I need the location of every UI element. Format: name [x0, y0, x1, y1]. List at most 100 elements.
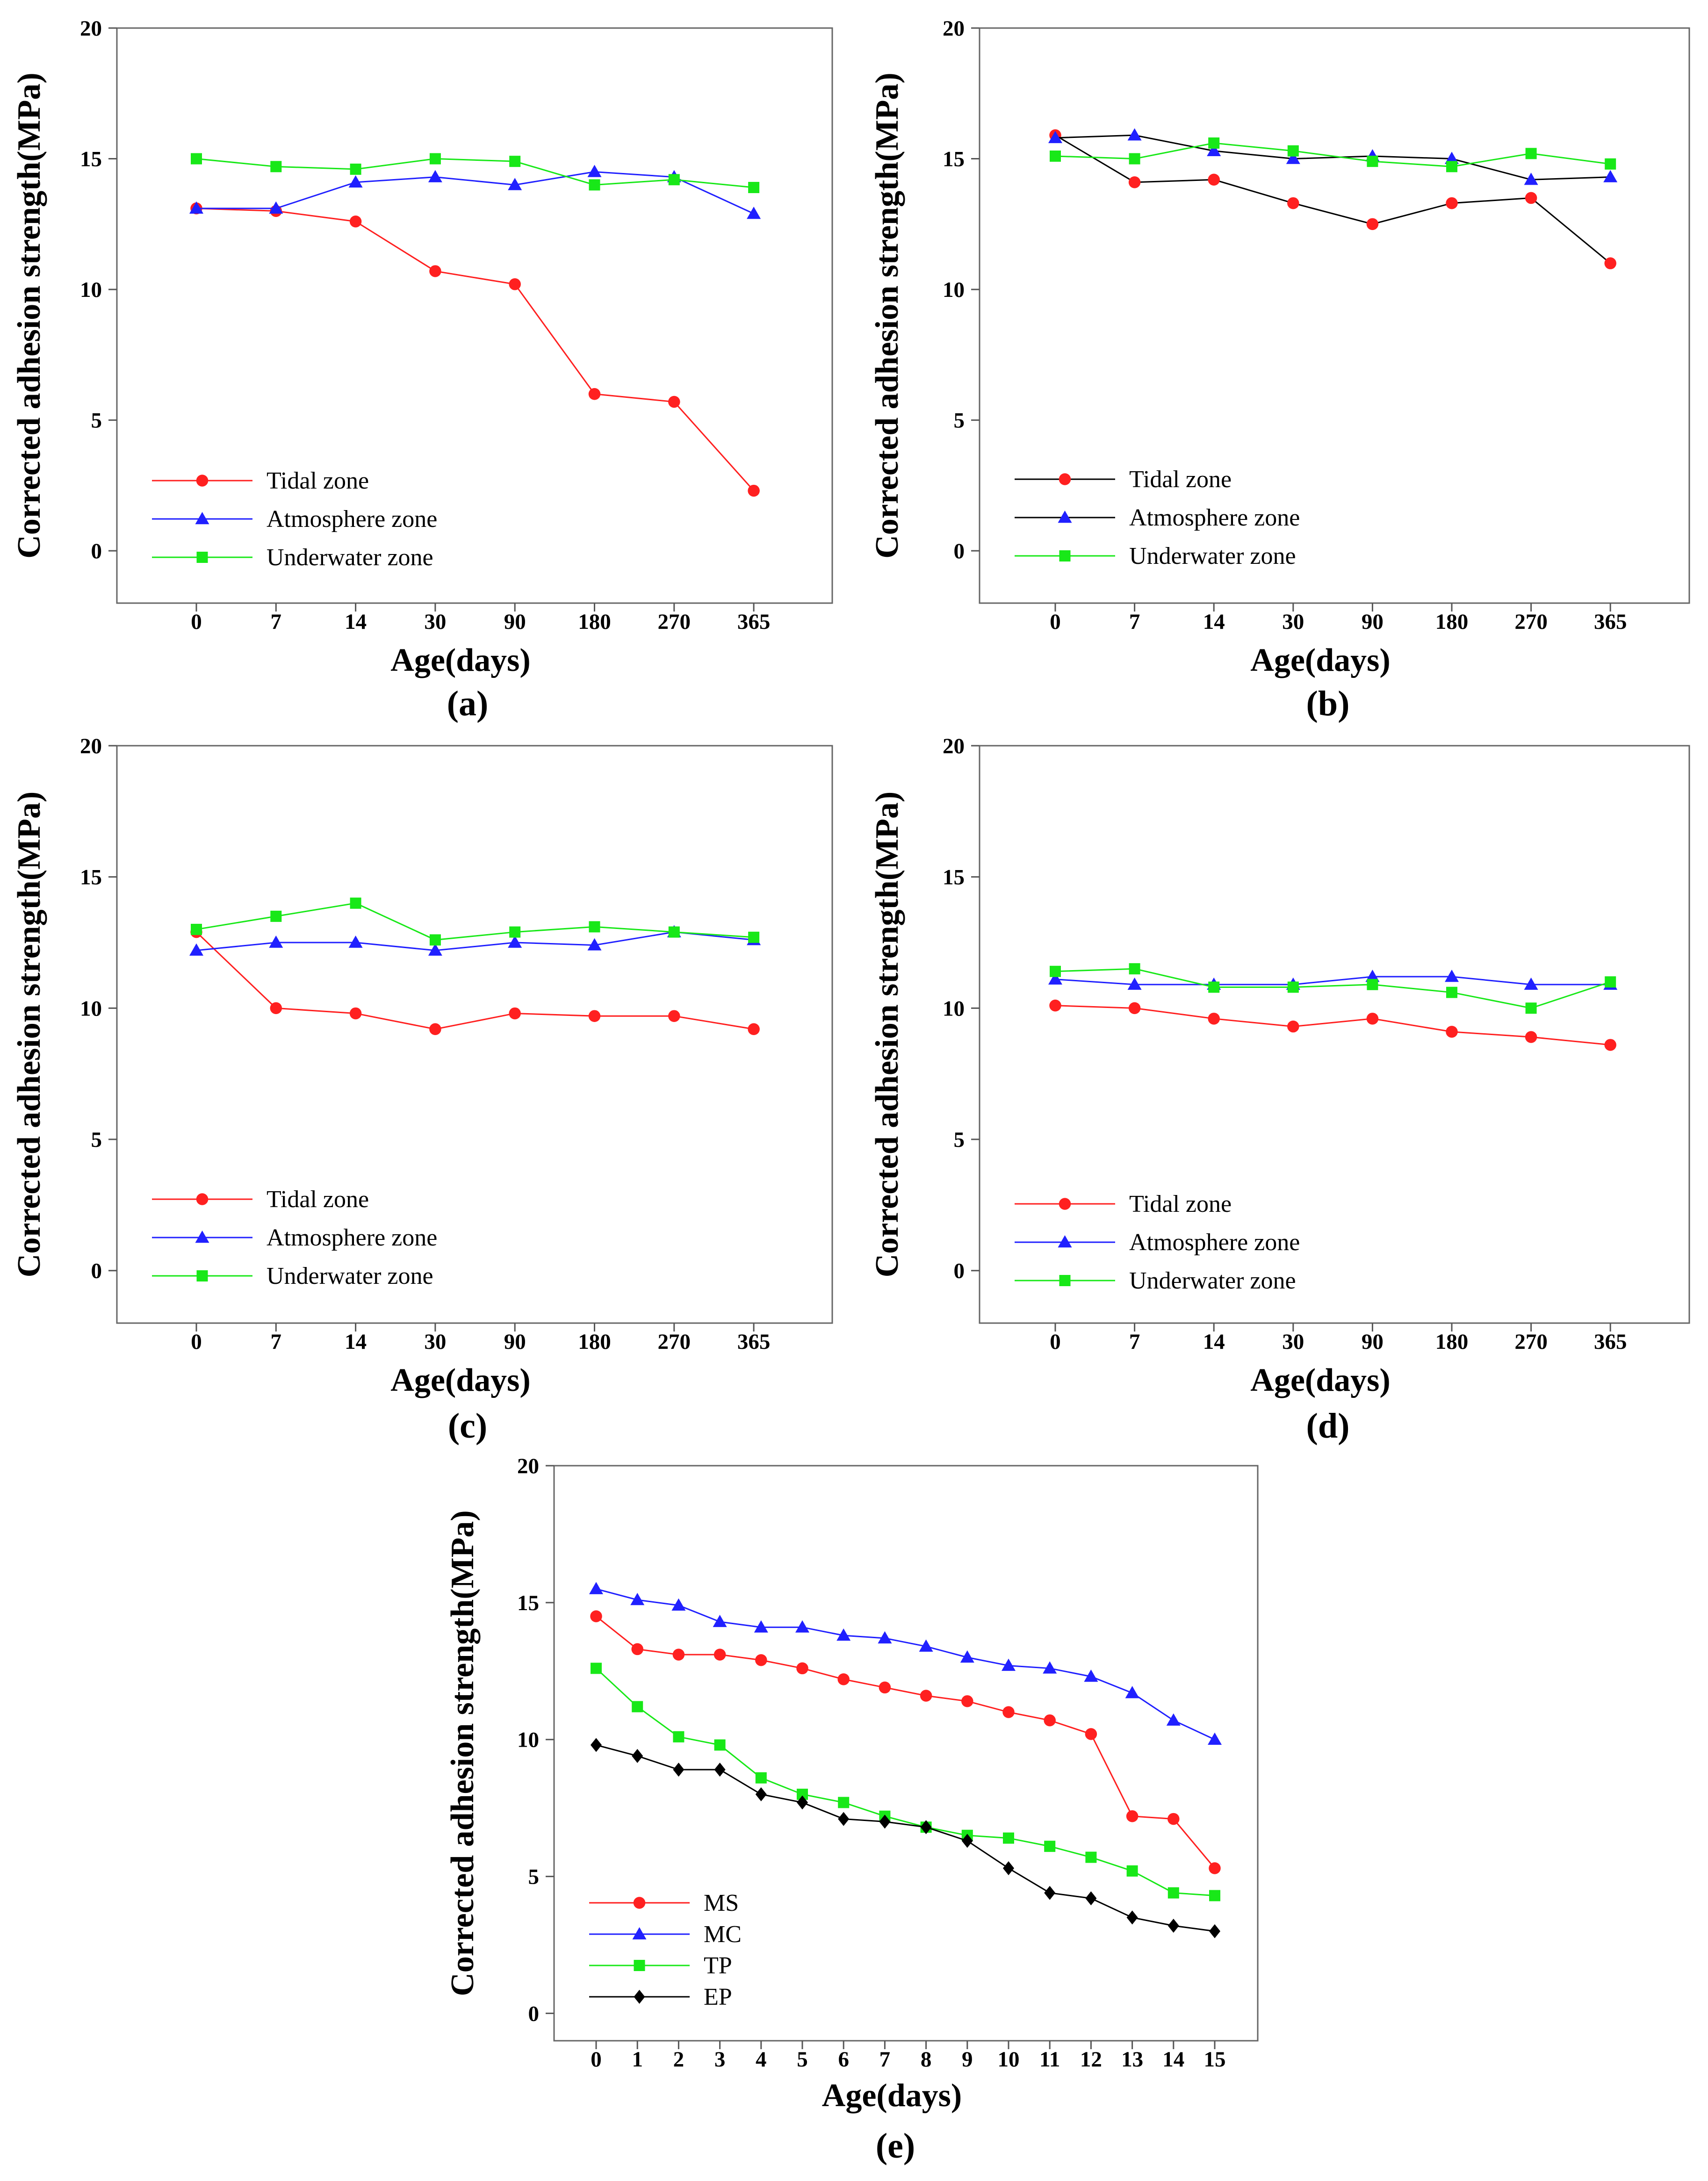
- x-tick-label: 2: [673, 2047, 685, 2072]
- y-tick-label: 10: [80, 278, 102, 302]
- marker-square: [196, 1270, 208, 1281]
- x-tick-label: 6: [838, 2047, 849, 2072]
- marker-circle: [755, 1654, 767, 1666]
- marker-diamond: [797, 1795, 808, 1810]
- panel-label: (b): [1306, 684, 1350, 723]
- marker-triangle: [795, 1620, 809, 1633]
- x-tick-label: 90: [504, 610, 526, 634]
- marker-square: [191, 153, 202, 165]
- marker-circle: [1446, 1026, 1458, 1038]
- y-tick-label: 5: [528, 1865, 540, 1889]
- marker-triangle: [632, 1927, 647, 1940]
- series-atmosphere-zone: [1048, 128, 1618, 185]
- x-tick-label: 15: [1204, 2047, 1226, 2072]
- plot-frame: [553, 1465, 1259, 2042]
- x-tick-label: 14: [345, 610, 367, 634]
- x-tick-label: 30: [424, 1330, 446, 1354]
- x-tick-label: 365: [1594, 1330, 1627, 1354]
- marker-square: [1208, 137, 1220, 149]
- legend-entry: Tidal zone: [1015, 1191, 1232, 1217]
- marker-diamond: [1209, 1924, 1220, 1938]
- marker-square: [1287, 981, 1299, 993]
- y-axis-label: Corrected adhesion strength(MPa): [11, 792, 47, 1277]
- marker-triangle: [1002, 1658, 1016, 1671]
- x-axis-label: Age(days): [1250, 642, 1390, 678]
- x-tick-label: 1: [632, 2047, 643, 2072]
- marker-square: [673, 1731, 685, 1742]
- marker-circle: [796, 1662, 808, 1675]
- marker-square: [589, 921, 600, 933]
- y-tick-label: 0: [91, 1259, 102, 1283]
- series-mc: [589, 1582, 1222, 1745]
- y-tick-label: 15: [943, 865, 965, 890]
- marker-square: [1209, 1890, 1220, 1901]
- marker-diamond: [632, 1749, 643, 1763]
- y-tick-label: 10: [943, 278, 965, 302]
- marker-square: [1059, 550, 1071, 561]
- y-tick-label: 15: [80, 147, 102, 172]
- series-line: [1055, 134, 1611, 180]
- y-tick-label: 15: [80, 865, 102, 890]
- marker-circle: [1366, 218, 1379, 230]
- marker-square: [509, 156, 521, 167]
- legend: Tidal zone Atmosphere zone Underwater zone: [152, 1186, 437, 1289]
- marker-triangle: [348, 175, 363, 188]
- x-tick-label: 365: [1594, 610, 1627, 634]
- plot-frame: [116, 745, 833, 1324]
- series-underwater-zone: [1050, 963, 1616, 1014]
- marker-triangle: [1166, 1713, 1181, 1726]
- y-tick-label: 10: [943, 996, 965, 1021]
- y-axis-label: Corrected adhesion strength(MPa): [445, 1510, 481, 1996]
- x-tick-label: 12: [1080, 2047, 1102, 2072]
- legend: MS MC TP EP: [589, 1890, 742, 2010]
- marker-triangle: [960, 1650, 974, 1663]
- legend-label: MS: [704, 1890, 739, 1916]
- legend-entry: Atmosphere zone: [152, 506, 437, 533]
- marker-circle: [588, 388, 601, 400]
- marker-circle: [1085, 1728, 1097, 1740]
- legend-label: Tidal zone: [267, 1186, 369, 1213]
- marker-square: [1525, 148, 1537, 159]
- series-line: [1055, 1005, 1611, 1046]
- x-tick-label: 270: [1514, 1330, 1548, 1354]
- marker-square: [1126, 1865, 1138, 1877]
- legend-entry: MC: [589, 1921, 742, 1948]
- x-tick-label: 13: [1121, 2047, 1143, 2072]
- marker-circle: [1059, 1198, 1071, 1210]
- x-tick-label: 0: [1050, 610, 1061, 634]
- x-tick-label: 5: [797, 2047, 808, 2072]
- x-tick-label: 180: [1435, 610, 1469, 634]
- series-ep: [591, 1738, 1220, 1938]
- marker-circle: [748, 1023, 760, 1036]
- marker-triangle: [589, 1582, 603, 1594]
- marker-diamond: [1167, 1919, 1179, 1933]
- x-tick-label: 3: [714, 2047, 726, 2072]
- series-line: [596, 1744, 1215, 1932]
- x-tick-label: 90: [1362, 1330, 1384, 1354]
- series-line: [196, 931, 754, 951]
- marker-circle: [1208, 1013, 1220, 1025]
- series-line: [195, 931, 754, 1030]
- marker-square: [429, 153, 441, 165]
- marker-diamond: [1126, 1910, 1138, 1925]
- x-tick-label: 365: [737, 1330, 771, 1354]
- series-line: [1055, 142, 1611, 167]
- legend-label: Atmosphere zone: [1129, 1229, 1300, 1256]
- panel-label: (c): [448, 1406, 487, 1446]
- x-tick-label: 7: [1129, 610, 1140, 634]
- series-underwater-zone: [191, 897, 760, 946]
- x-axis-label: Age(days): [390, 1362, 530, 1398]
- series-line: [596, 1588, 1215, 1741]
- x-tick-label: 7: [271, 610, 282, 634]
- marker-triangle: [189, 943, 203, 956]
- legend-label: TP: [704, 1952, 732, 1979]
- y-tick-label: 20: [943, 16, 965, 41]
- marker-square: [634, 1960, 645, 1971]
- legend-label: Underwater zone: [1129, 1267, 1296, 1294]
- marker-triangle: [630, 1593, 645, 1605]
- x-tick-label: 14: [345, 1330, 367, 1354]
- x-tick-label: 4: [756, 2047, 767, 2072]
- marker-triangle: [269, 201, 283, 214]
